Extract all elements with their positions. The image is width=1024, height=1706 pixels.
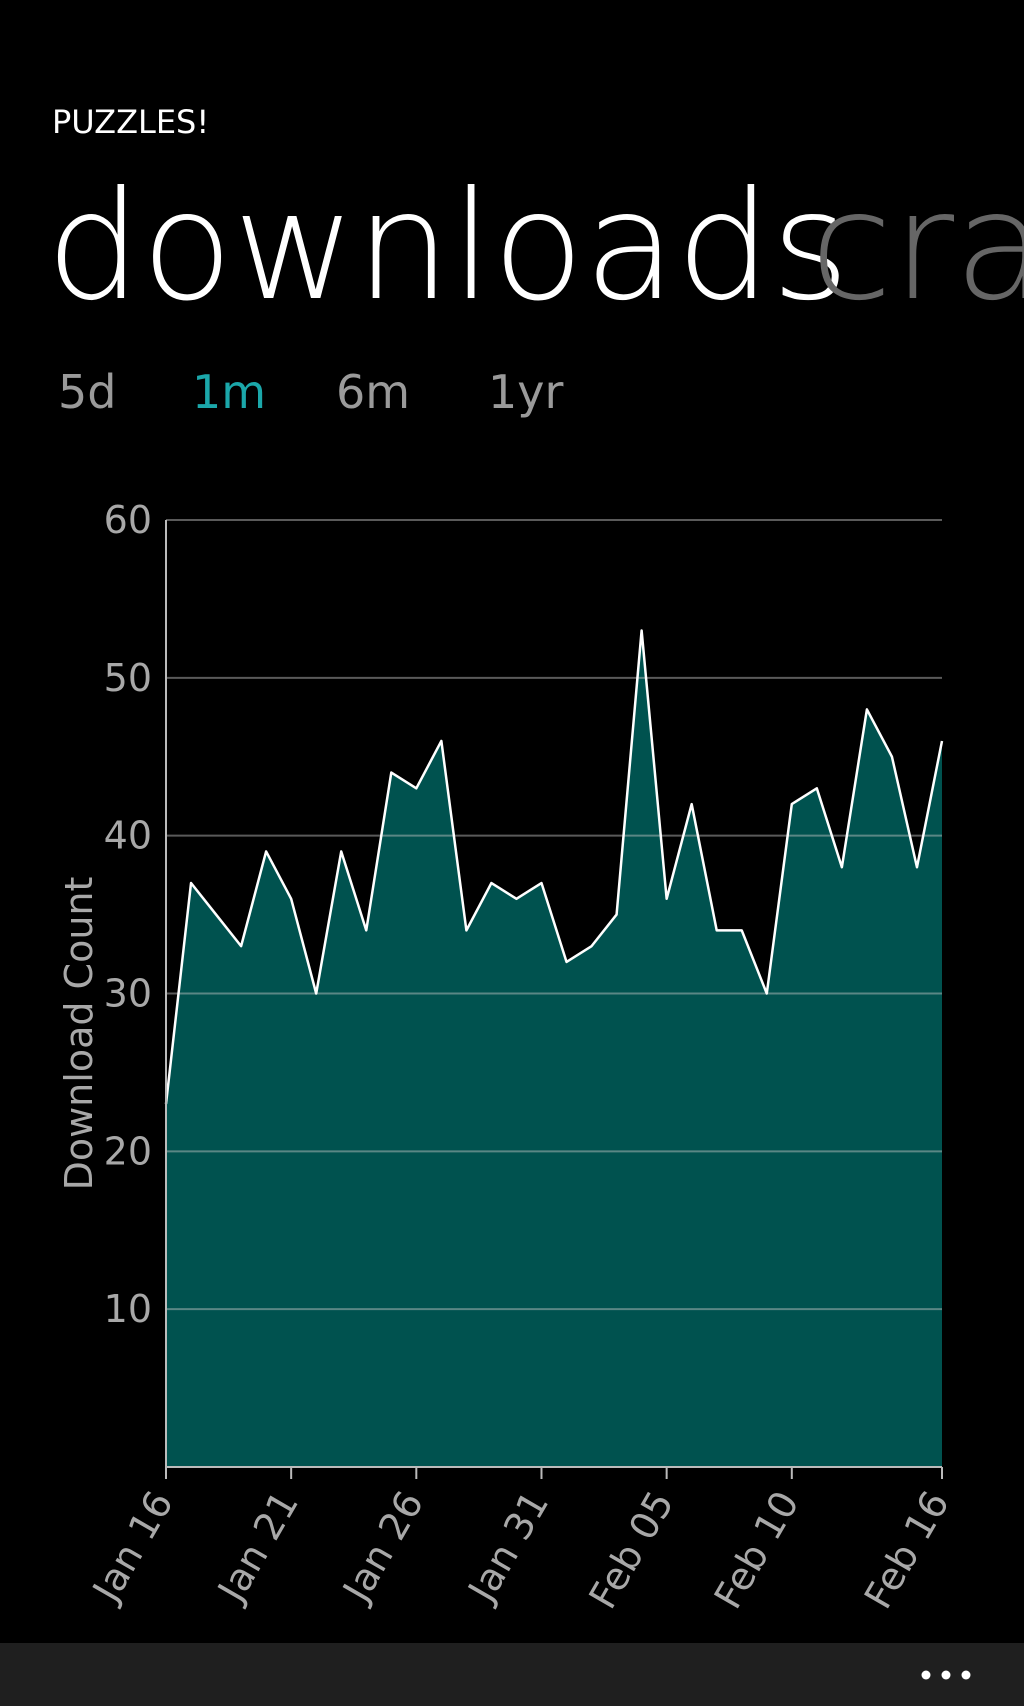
y-tick-label: 20 [104,1129,152,1173]
range-tab[interactable]: 1m [192,365,266,419]
y-tick-label: 50 [104,656,152,700]
y-tick-label: 60 [104,498,152,542]
app-title: PUZZLES! [52,103,209,141]
pivot-item[interactable]: downloads [46,160,849,334]
pivot-item[interactable]: crashes [810,160,1024,334]
line [164,629,944,1105]
app-bar [0,1643,1024,1706]
range-tab[interactable]: 6m [336,365,410,419]
pivot-header: downloadscrashes [46,160,1024,334]
dot [961,1670,971,1680]
y-tick-label: 30 [104,972,152,1016]
y-tick-label: 10 [104,1287,152,1331]
range-tab[interactable]: 5d [58,365,116,419]
dot [941,1670,951,1680]
range-tab[interactable]: 1yr [488,365,563,419]
y-axis-label: Download Count [57,877,101,1191]
area [166,630,942,1467]
range-tabs: 5d 1m 6m 1yr [58,365,563,419]
y-tick-label: 40 [104,814,152,858]
more-button[interactable] [921,1670,971,1680]
dot [921,1670,931,1680]
